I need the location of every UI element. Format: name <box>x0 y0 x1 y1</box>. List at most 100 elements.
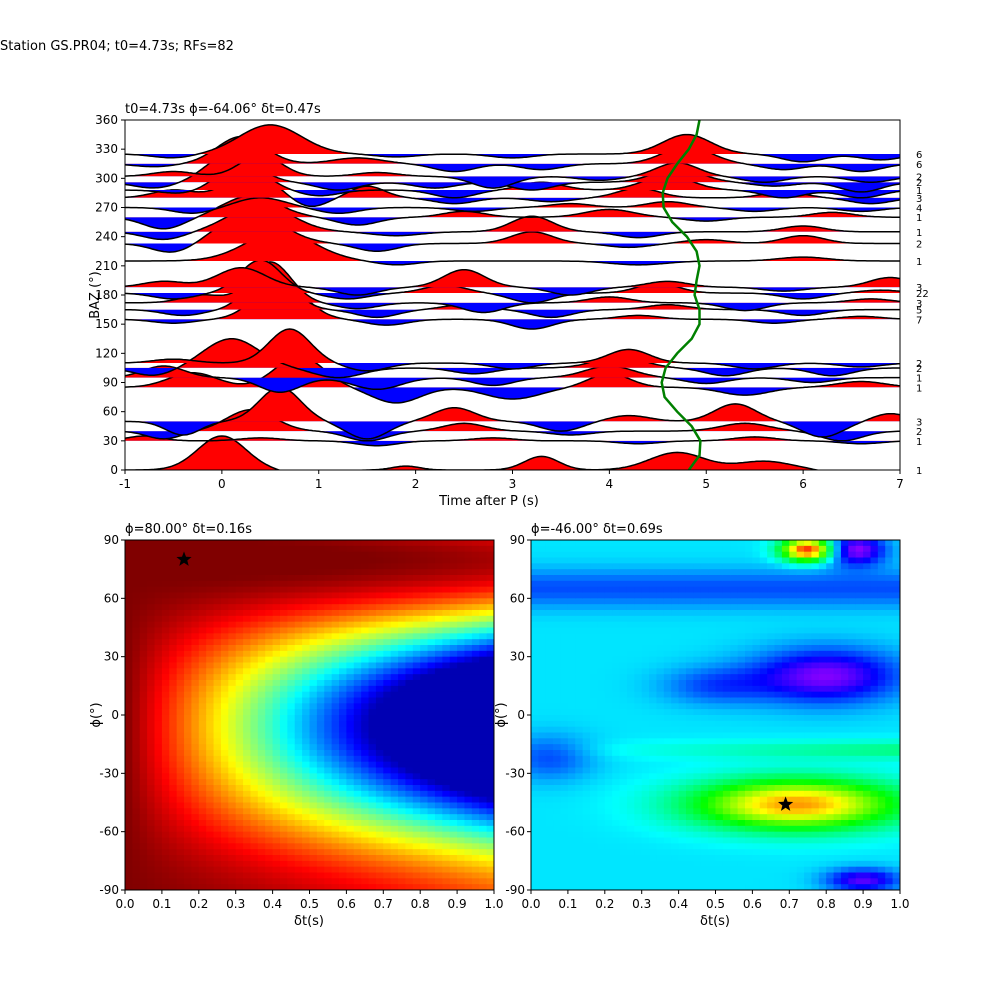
heatmap-cell <box>634 703 643 710</box>
heatmap-cell <box>412 843 421 850</box>
heatmap-cell <box>302 726 311 734</box>
heatmap-cell <box>715 685 724 693</box>
heatmap-cell <box>161 697 170 704</box>
heatmap-cell <box>228 703 237 710</box>
heatmap-cell <box>464 773 473 780</box>
heatmap-cell <box>678 831 687 839</box>
heatmap-cell <box>427 575 436 582</box>
heatmap-cell <box>398 878 407 885</box>
heatmap-cell <box>619 878 628 885</box>
heatmap-cell <box>538 598 547 605</box>
energy-heatmap <box>531 540 900 890</box>
heatmap-cell <box>545 662 554 669</box>
heatmap-cell <box>184 831 193 839</box>
heatmap-cell <box>339 563 347 570</box>
heatmap-cell <box>678 598 687 605</box>
heatmap-cell <box>390 726 399 734</box>
heatmap-cell <box>678 715 687 722</box>
heatmap-cell <box>457 884 466 890</box>
heatmap-cell <box>398 779 407 786</box>
heatmap-cell <box>287 843 296 850</box>
heatmap-cell <box>420 761 429 769</box>
heatmap-cell <box>412 592 421 599</box>
heatmap-cell <box>206 680 215 687</box>
heatmap-cell <box>582 720 591 728</box>
heatmap-cell <box>309 540 318 547</box>
heatmap-cell <box>191 779 200 786</box>
heatmap-cell <box>567 592 576 599</box>
heatmap-cell <box>685 825 694 833</box>
heatmap-cell <box>700 750 709 757</box>
heatmap-cell <box>560 872 569 879</box>
heatmap-cell <box>545 580 554 588</box>
heatmap-cell <box>147 557 156 564</box>
heatmap-cell <box>553 674 562 681</box>
heatmap-cell <box>693 563 702 570</box>
heatmap-cell <box>294 715 303 722</box>
heatmap-cell <box>324 802 333 809</box>
heatmap-cell <box>420 580 429 588</box>
heatmap-cell <box>604 796 613 804</box>
heatmap-cell <box>715 545 724 553</box>
heatmap-cell <box>634 843 643 850</box>
heatmap-cell <box>390 790 399 798</box>
heatmap-cell <box>235 802 244 809</box>
heatmap-cell <box>656 633 665 640</box>
heatmap-cell <box>390 604 399 611</box>
heatmap-cell <box>405 691 414 699</box>
heatmap-cell <box>567 674 576 681</box>
heatmap-cell <box>604 750 613 757</box>
heatmap-cell <box>375 825 384 833</box>
heatmap-cell <box>139 884 148 890</box>
heatmap-cell <box>545 732 554 739</box>
heatmap-cell <box>161 761 170 769</box>
heatmap-cell <box>235 843 244 850</box>
heatmap-cell <box>154 767 163 774</box>
heatmap-cell <box>420 744 429 751</box>
heatmap-cell <box>250 884 259 890</box>
heatmap-cell <box>560 540 569 547</box>
heatmap-cell <box>161 540 170 547</box>
heatmap-cell <box>324 761 333 769</box>
heatmap-cell <box>405 755 414 763</box>
heatmap-cell <box>324 872 333 879</box>
heatmap-cell <box>383 545 392 553</box>
heatmap-cell <box>309 866 318 874</box>
heatmap-cell <box>265 627 274 634</box>
heatmap-cell <box>531 668 539 675</box>
heatmap-cell <box>737 779 746 786</box>
heatmap-cell <box>331 621 340 629</box>
heatmap-cell <box>198 866 207 874</box>
heatmap-cell <box>479 849 488 856</box>
heatmap-cell <box>243 831 252 839</box>
heatmap-cell <box>184 540 193 547</box>
heatmap-cell <box>663 680 672 687</box>
heatmap-cell <box>390 586 399 594</box>
heatmap-cell <box>479 563 488 570</box>
heatmap-cell <box>715 662 724 669</box>
heatmap-cell <box>457 610 466 617</box>
heatmap-cell <box>575 720 584 728</box>
heatmap-cell <box>427 540 436 547</box>
heatmap-cell <box>745 680 753 687</box>
heatmap-cell <box>302 849 311 856</box>
heatmap-cell <box>361 697 370 704</box>
heatmap-cell <box>641 586 650 594</box>
heatmap-cell <box>656 703 665 710</box>
heatmap-cell <box>346 814 355 821</box>
heatmap-cell <box>678 691 687 699</box>
heatmap-cell <box>139 790 148 798</box>
heatmap-cell <box>220 580 229 588</box>
heatmap-cell <box>220 796 229 804</box>
heatmap-cell <box>567 580 576 588</box>
heatmap-cell <box>346 808 355 815</box>
rf-trace-count: 2 <box>916 359 922 370</box>
heatmap-cell <box>575 604 584 611</box>
heatmap-cell <box>265 668 274 675</box>
heatmap-cell <box>420 767 429 774</box>
heatmap-cell <box>206 633 215 640</box>
heatmap-cell <box>220 808 229 815</box>
heatmap-cell <box>560 580 569 588</box>
heatmap-cell <box>279 831 288 839</box>
heatmap-cell <box>235 662 244 669</box>
